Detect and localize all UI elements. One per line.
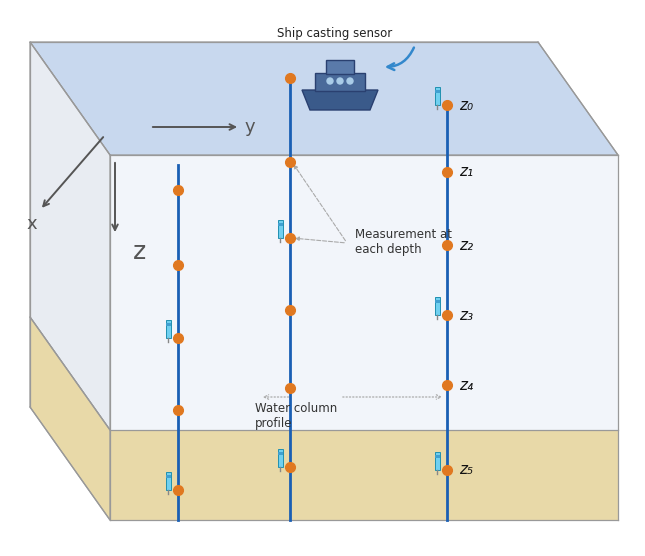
Text: z₁: z₁ [459, 165, 473, 180]
FancyBboxPatch shape [278, 452, 283, 455]
FancyBboxPatch shape [166, 475, 171, 478]
Polygon shape [30, 42, 110, 430]
Text: y: y [245, 118, 255, 136]
Text: Water column
profile: Water column profile [255, 402, 337, 430]
FancyBboxPatch shape [326, 60, 354, 74]
FancyBboxPatch shape [435, 90, 440, 93]
FancyBboxPatch shape [166, 320, 171, 338]
Text: z₄: z₄ [459, 378, 473, 393]
Text: Measurement at
each depth: Measurement at each depth [355, 228, 452, 256]
Text: z: z [134, 240, 146, 264]
FancyBboxPatch shape [315, 73, 365, 91]
Text: Ship casting sensor: Ship casting sensor [277, 27, 393, 40]
FancyBboxPatch shape [435, 455, 440, 458]
Polygon shape [110, 155, 618, 430]
Text: z₅: z₅ [459, 463, 473, 478]
Circle shape [327, 78, 333, 84]
Circle shape [337, 78, 343, 84]
Text: z₀: z₀ [459, 97, 473, 112]
Polygon shape [30, 42, 618, 155]
Polygon shape [30, 317, 110, 520]
FancyBboxPatch shape [278, 449, 283, 467]
Circle shape [347, 78, 353, 84]
FancyBboxPatch shape [435, 300, 440, 303]
Text: z₂: z₂ [459, 237, 473, 252]
Polygon shape [302, 90, 378, 110]
FancyBboxPatch shape [278, 220, 283, 238]
FancyBboxPatch shape [278, 223, 283, 226]
FancyBboxPatch shape [435, 452, 440, 470]
Text: x: x [26, 215, 37, 233]
FancyBboxPatch shape [435, 87, 440, 105]
FancyBboxPatch shape [166, 323, 171, 326]
FancyBboxPatch shape [166, 472, 171, 490]
Text: z₃: z₃ [459, 307, 473, 322]
FancyBboxPatch shape [435, 297, 440, 315]
Polygon shape [110, 430, 618, 520]
